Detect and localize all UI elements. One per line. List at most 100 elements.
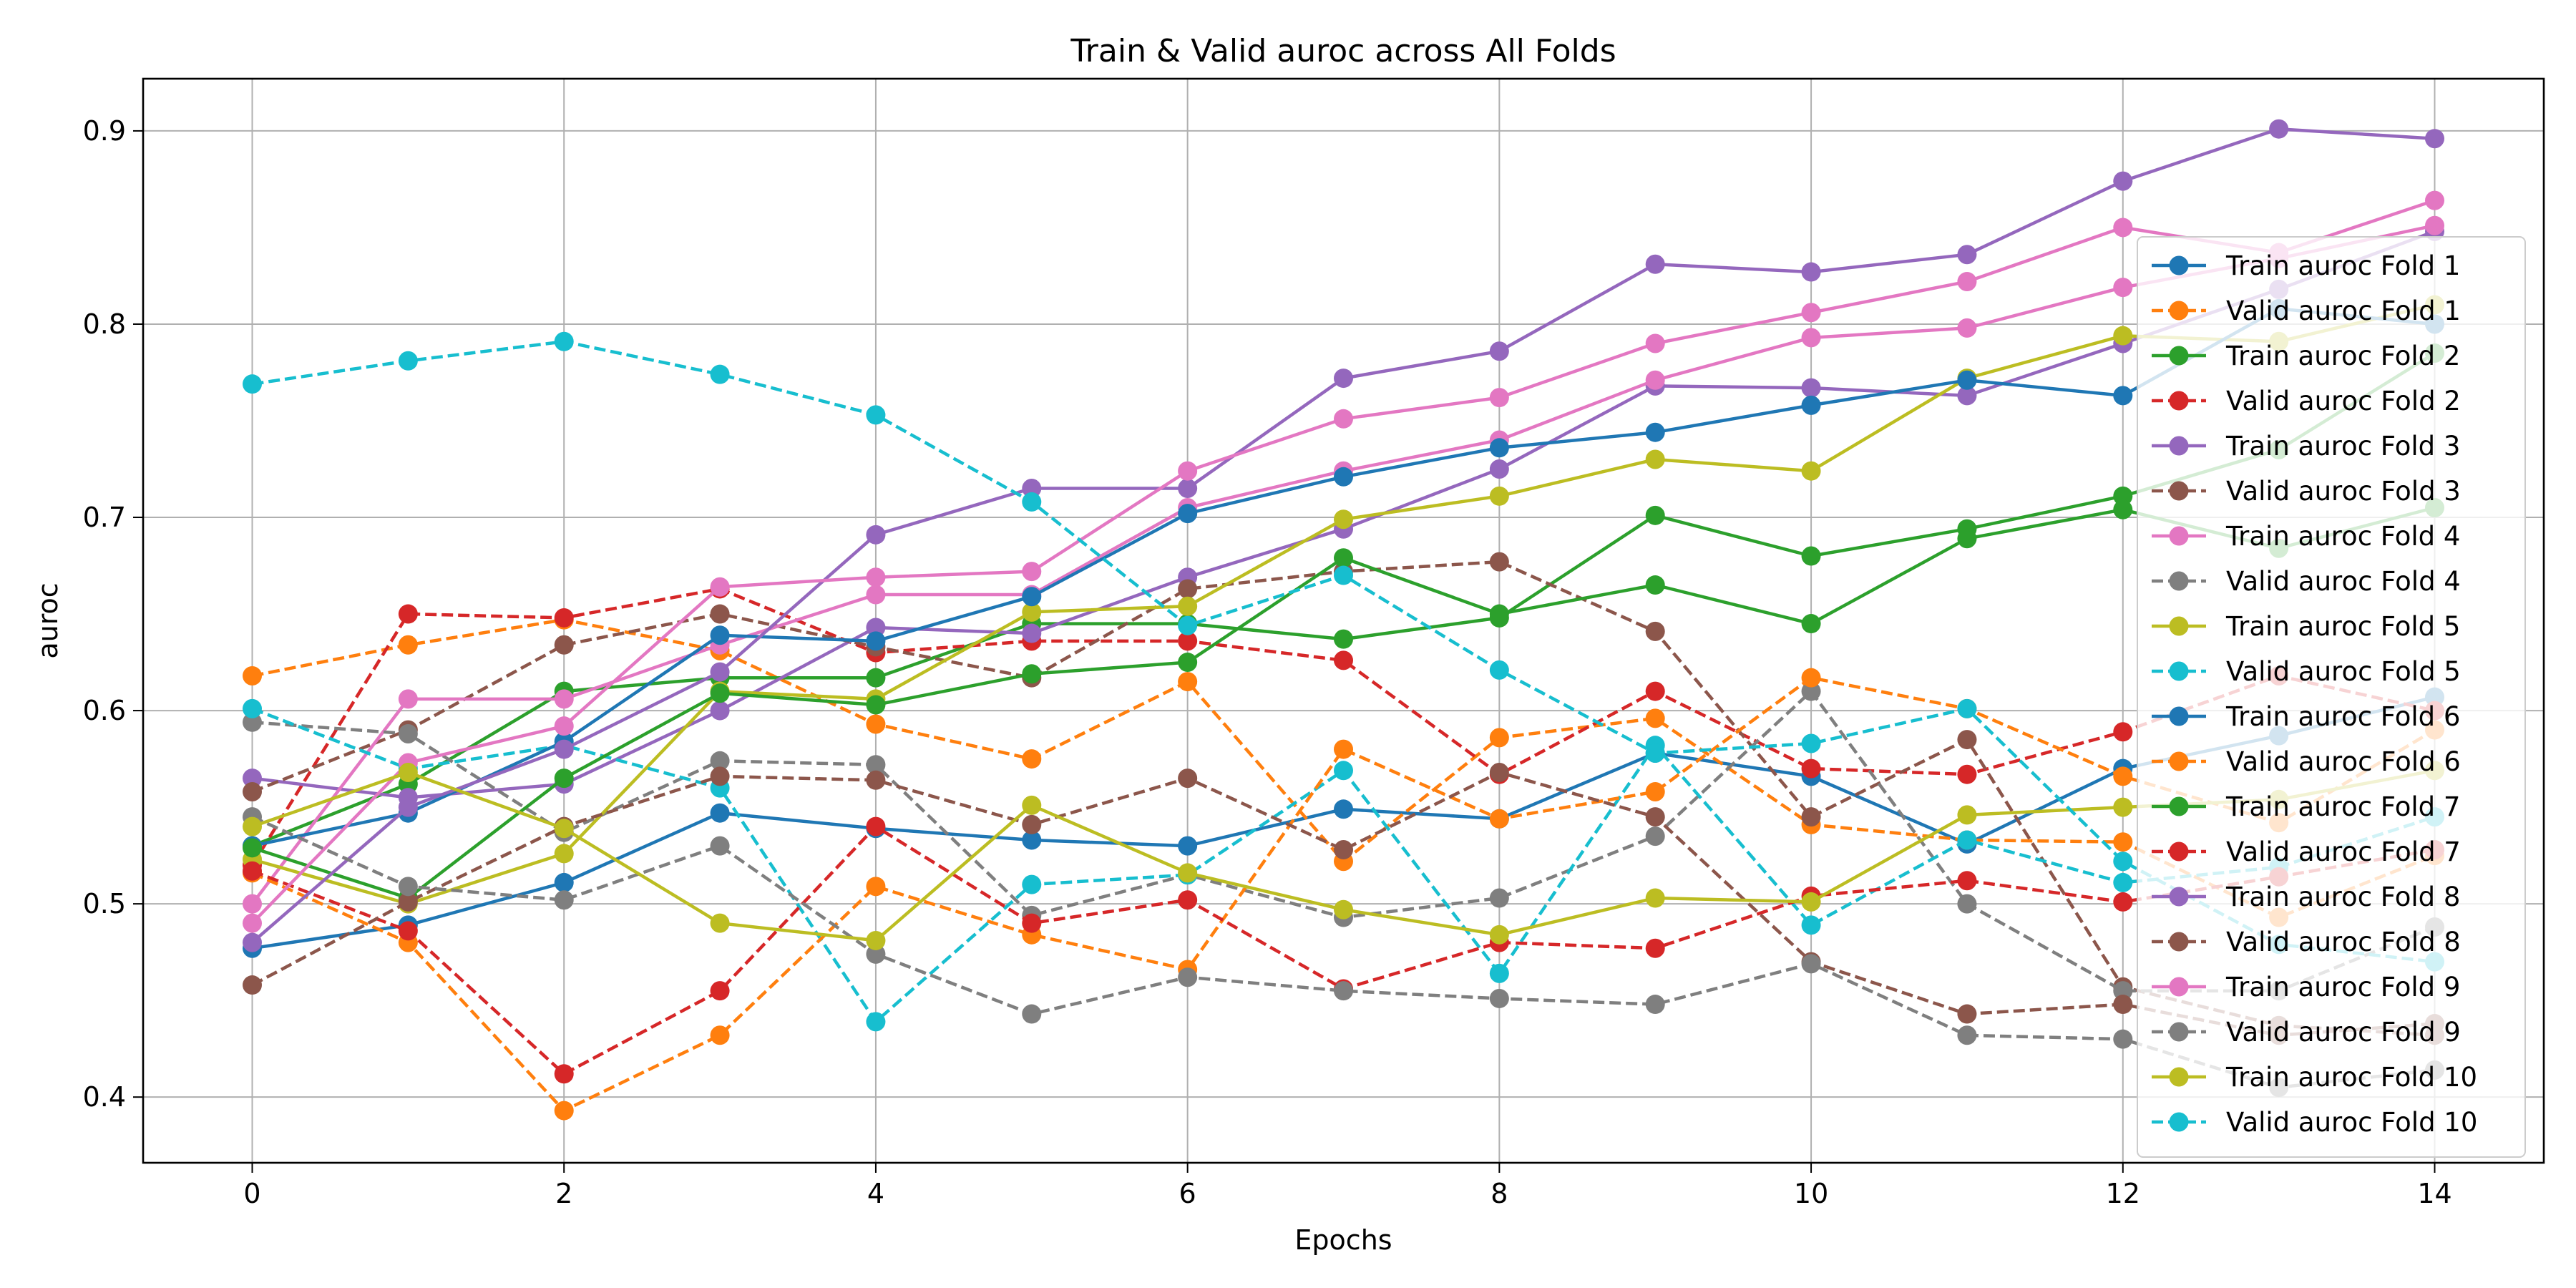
data-point — [1645, 807, 1665, 827]
data-point — [866, 944, 886, 964]
data-point — [554, 689, 574, 709]
data-point — [554, 872, 574, 892]
data-point — [866, 695, 886, 715]
x-tick-label: 10 — [1794, 1178, 1828, 1209]
x-axis-label: Epochs — [1294, 1224, 1392, 1256]
data-point — [554, 819, 574, 839]
series-fold-17 — [243, 190, 2444, 933]
legend-label: Train auroc Fold 6 — [2225, 701, 2460, 732]
legend-item: Valid auroc Fold 5 — [2152, 656, 2461, 687]
data-point — [1334, 739, 1353, 759]
data-point — [398, 921, 418, 941]
data-point — [866, 930, 886, 950]
legend-label: Train auroc Fold 3 — [2225, 431, 2460, 462]
data-point — [243, 913, 262, 933]
data-point — [1645, 422, 1665, 442]
data-point — [1022, 587, 1042, 607]
data-point — [1334, 840, 1353, 860]
data-point — [1334, 650, 1353, 670]
y-tick-label: 0.4 — [83, 1081, 126, 1113]
legend-label: Train auroc Fold 8 — [2225, 882, 2460, 912]
data-point — [1957, 730, 1977, 750]
data-point — [710, 981, 730, 1001]
data-point — [1022, 1004, 1042, 1024]
legend-item: Train auroc Fold 6 — [2152, 701, 2460, 732]
data-point — [866, 755, 886, 775]
data-point — [2113, 852, 2133, 872]
data-point — [2425, 190, 2444, 210]
data-point — [1022, 479, 1042, 499]
data-point — [710, 913, 730, 933]
data-point — [1957, 805, 1977, 825]
data-point — [1645, 708, 1665, 728]
data-point — [866, 585, 886, 605]
data-point — [243, 781, 262, 801]
legend-marker — [2169, 887, 2189, 907]
legend-marker — [2169, 571, 2189, 591]
data-point — [2113, 326, 2133, 346]
data-point — [710, 364, 730, 384]
data-point — [243, 712, 262, 732]
data-point — [1645, 370, 1665, 390]
legend-item: Valid auroc Fold 4 — [2152, 566, 2461, 597]
data-point — [2113, 499, 2133, 519]
y-tick-label: 0.6 — [83, 695, 126, 726]
data-point — [1178, 461, 1198, 481]
data-point — [1178, 653, 1198, 673]
plot-frame — [142, 77, 2545, 1164]
legend-marker — [2169, 751, 2189, 771]
series-layer — [243, 119, 2444, 1121]
legend-marker — [2169, 301, 2189, 321]
data-point — [1334, 409, 1353, 429]
legend-label: Valid auroc Fold 9 — [2226, 1017, 2461, 1048]
legend-marker — [2169, 616, 2189, 636]
data-point — [1334, 629, 1353, 649]
data-point — [1022, 664, 1042, 684]
legend-item: Train auroc Fold 8 — [2152, 882, 2460, 912]
data-point — [1178, 836, 1198, 856]
legend-item: Train auroc Fold 7 — [2152, 791, 2460, 822]
data-point — [243, 769, 262, 789]
legend-marker — [2169, 1022, 2189, 1042]
data-point — [1178, 631, 1198, 651]
data-point — [1022, 562, 1042, 582]
legend: Train auroc Fold 1 Valid auroc Fold 1 Trai… — [2137, 236, 2526, 1158]
data-point — [1178, 769, 1198, 789]
legend-marker — [2169, 661, 2189, 681]
data-point — [1334, 548, 1353, 568]
data-point — [866, 816, 886, 836]
chart-title: Train & Valid auroc across All Folds — [1070, 33, 1616, 69]
data-point — [1178, 615, 1198, 635]
data-point — [1022, 814, 1042, 834]
data-point — [710, 751, 730, 771]
data-point — [1801, 807, 1821, 827]
data-point — [1801, 461, 1821, 481]
legend-label: Train auroc Fold 9 — [2225, 972, 2460, 1002]
legend-item: Train auroc Fold 4 — [2152, 521, 2460, 552]
data-point — [1489, 762, 1509, 782]
data-point — [1801, 668, 1821, 688]
legend-item: Valid auroc Fold 8 — [2152, 927, 2461, 957]
y-tick-label: 0.9 — [83, 115, 126, 147]
legend-label: Valid auroc Fold 2 — [2226, 386, 2461, 416]
data-point — [1334, 761, 1353, 781]
data-point — [243, 816, 262, 836]
series-line — [251, 815, 2435, 1089]
data-point — [1801, 954, 1821, 974]
data-point — [554, 890, 574, 910]
x-tick-label: 4 — [867, 1178, 884, 1209]
data-point — [1801, 892, 1821, 912]
data-point — [1801, 546, 1821, 566]
data-point — [1022, 874, 1042, 894]
data-point — [866, 770, 886, 790]
data-point — [1178, 479, 1198, 499]
data-point — [554, 608, 574, 628]
data-point — [1957, 245, 1977, 265]
x-tick-label: 0 — [243, 1178, 260, 1209]
series-line — [250, 587, 2435, 867]
data-point — [710, 683, 730, 703]
data-point — [554, 1101, 574, 1121]
data-point — [554, 739, 574, 759]
legend-marker — [2169, 481, 2189, 501]
